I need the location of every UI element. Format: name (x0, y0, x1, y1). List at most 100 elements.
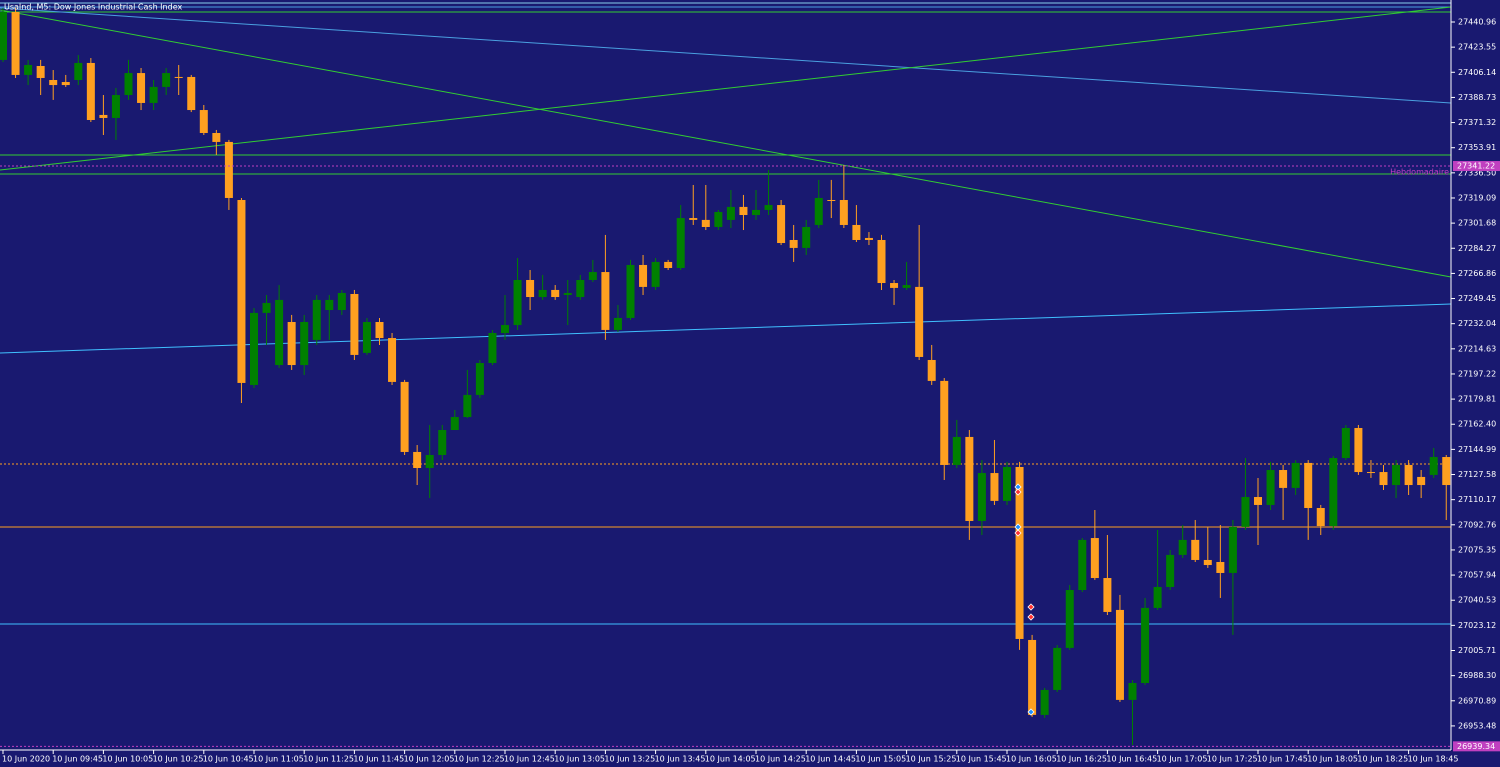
x-tick-label: 10 Jun 17:25 (1207, 755, 1258, 764)
candle-body (137, 73, 146, 103)
candle-body (1191, 539, 1200, 560)
candle-body (149, 86, 158, 103)
y-tick-label: 27440.96 (1458, 18, 1496, 27)
candle-body (124, 73, 133, 96)
y-tick-label: 27005.71 (1458, 646, 1496, 655)
candle-body (1341, 427, 1350, 459)
x-tick-label: 10 Jun 09:45 (52, 755, 103, 764)
candle-body (224, 141, 233, 198)
candle-body (726, 206, 735, 220)
candle-body (86, 62, 95, 120)
candle-body (300, 322, 309, 366)
candle-body (0, 11, 7, 60)
trend-line (0, 7, 1452, 104)
candle-body (1366, 472, 1375, 474)
candle-body (337, 292, 346, 311)
y-tick-label: 27075.35 (1458, 545, 1496, 554)
trade-marker (1014, 529, 1022, 537)
candle-body (613, 317, 622, 330)
x-tick-label: 10 Jun 11:45 (353, 755, 404, 764)
candle-body (689, 218, 698, 220)
x-tick-label: 10 Jun 10:05 (102, 755, 153, 764)
candle-body (1329, 458, 1338, 527)
candle-body (1166, 554, 1175, 587)
candle-body (1103, 578, 1112, 612)
candles (0, 7, 1451, 745)
candle-body (1279, 470, 1288, 488)
candle-body (212, 132, 221, 142)
candle-body (375, 322, 384, 339)
candle-body (1442, 457, 1451, 486)
x-tick-label: 10 Jun 14:05 (705, 755, 756, 764)
candle-body (1128, 682, 1137, 700)
candle-body (1078, 539, 1087, 591)
level-label-bg (1453, 741, 1500, 752)
candle-body (676, 218, 685, 269)
x-tick-label: 10 Jun 14:45 (805, 755, 856, 764)
candle-body (187, 76, 196, 111)
y-tick-label: 27197.22 (1458, 369, 1496, 378)
x-tick-label: 10 Jun 17:05 (1157, 755, 1208, 764)
x-tick-label: 10 Jun 10:25 (153, 755, 204, 764)
candle-body (1254, 497, 1262, 505)
candle-body (839, 199, 848, 225)
candle-body (639, 264, 648, 287)
candle-body (413, 451, 422, 468)
drawing-objects (0, 2, 1452, 625)
candle-body (764, 205, 773, 210)
candle-body (777, 205, 786, 244)
x-tick-label: 10 Jun 15:45 (956, 755, 1007, 764)
trade-marker (1027, 708, 1035, 716)
trade-marker (1027, 603, 1035, 611)
candle-body (789, 239, 798, 248)
candle-body (475, 363, 484, 395)
x-tick-label: 10 Jun 11:05 (253, 755, 304, 764)
candle-body (739, 206, 748, 216)
candle-body (1266, 470, 1275, 505)
candle-body (111, 95, 120, 118)
candle-body (362, 322, 371, 353)
y-tick-label: 27406.14 (1458, 68, 1496, 77)
y-tick-label: 27162.40 (1458, 420, 1496, 429)
candle-body (827, 199, 836, 201)
candle-body (852, 224, 861, 240)
x-tick-label: 10 Jun 18:45 (1408, 755, 1459, 764)
candle-body (965, 436, 974, 521)
y-tick-label: 26988.30 (1458, 671, 1496, 680)
candle-body (576, 279, 585, 298)
candle-body (1404, 464, 1413, 486)
candle-body (752, 209, 760, 216)
candle-body (538, 289, 547, 298)
trade-marker (1027, 613, 1035, 621)
candle-body (651, 261, 660, 287)
candle-body (915, 286, 924, 357)
candle-body (199, 110, 208, 133)
candle-body (1141, 607, 1150, 683)
candle-body (802, 226, 811, 248)
x-tick-label: 10 Jun 13:45 (655, 755, 706, 764)
x-tick-label: 10 Jun 14:25 (755, 755, 806, 764)
candle-body (1178, 539, 1187, 555)
trend-line (0, 9, 1452, 278)
candle-body (450, 417, 459, 431)
candle-body (714, 211, 723, 227)
x-tick-label: 10 Jun 15:25 (906, 755, 957, 764)
x-tick-label: 10 Jun 10:45 (203, 755, 254, 764)
candle-body (325, 299, 334, 311)
candle-body (814, 197, 823, 225)
candle-body (1028, 639, 1037, 715)
candle-body (1241, 497, 1250, 527)
x-tick-label: 10 Jun 11:25 (303, 755, 354, 764)
y-tick-label: 27284.27 (1458, 244, 1496, 253)
axes: 27440.96 27423.55 27406.14 27388.73 27371.32… (0, 18, 1500, 764)
candle-body (1015, 466, 1024, 639)
candle-body (1304, 462, 1313, 508)
candle-body (1153, 586, 1162, 608)
y-tick-label: 27023.12 (1458, 621, 1496, 630)
level-name: Hebdomadaire (1390, 168, 1449, 177)
candle-body (890, 283, 899, 288)
candle-body (513, 279, 522, 326)
candle-body (36, 65, 45, 78)
candle-body (1379, 472, 1388, 486)
